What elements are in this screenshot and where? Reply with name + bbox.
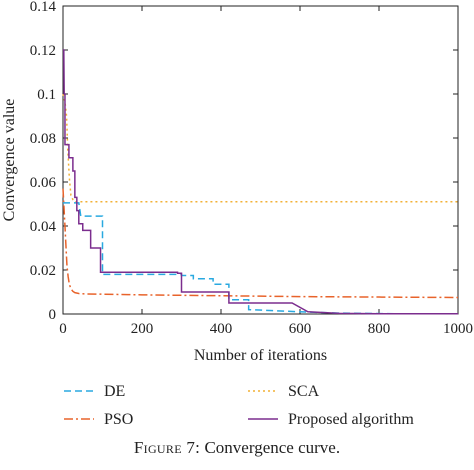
x-axis-title: Number of iterations [194,347,327,364]
plot-area-border [62,5,459,315]
series-line-sca [62,93,458,203]
y-tick-label: 0.06 [30,175,57,191]
y-tick-label: 0.04 [30,219,57,235]
series-layer [62,49,459,315]
axis-ticks [62,5,459,315]
y-tick-label: 0.02 [30,263,56,279]
figure-caption: Figure 7: Convergence curve. [0,438,474,458]
series-line-pso [62,188,459,299]
series-line-proposed-algorithm [63,49,458,315]
caption-label: Figure 7: [133,438,201,457]
legend-label-proposed-algorithm: Proposed algorithm [288,411,414,428]
x-tick-label: 400 [210,321,233,337]
y-tick-label: 0 [49,307,57,323]
axis-tick-labels: 0 200 400 600 800 1000 0 0.02 0.04 0.06 0.08 0.1 0.1… [30,0,473,337]
legend: DE PSO SCA Proposed algorithm [64,383,414,428]
y-tick-label: 0.14 [30,0,57,15]
y-axis-title: Convergence value [1,99,18,222]
plot-frame [62,5,459,315]
y-tick-label: 0.12 [30,43,56,59]
legend-label-sca: SCA [288,383,320,400]
caption-text: Convergence curve. [204,438,341,457]
y-tick-label: 0.1 [37,87,56,103]
legend-label-pso: PSO [104,411,133,428]
x-tick-label: 200 [131,321,154,337]
x-tick-label: 600 [289,321,312,337]
x-tick-label: 0 [59,321,67,337]
x-tick-label: 800 [368,321,391,337]
legend-label-de: DE [104,383,125,400]
x-tick-label: 1000 [443,321,473,337]
y-tick-label: 0.08 [30,131,56,147]
